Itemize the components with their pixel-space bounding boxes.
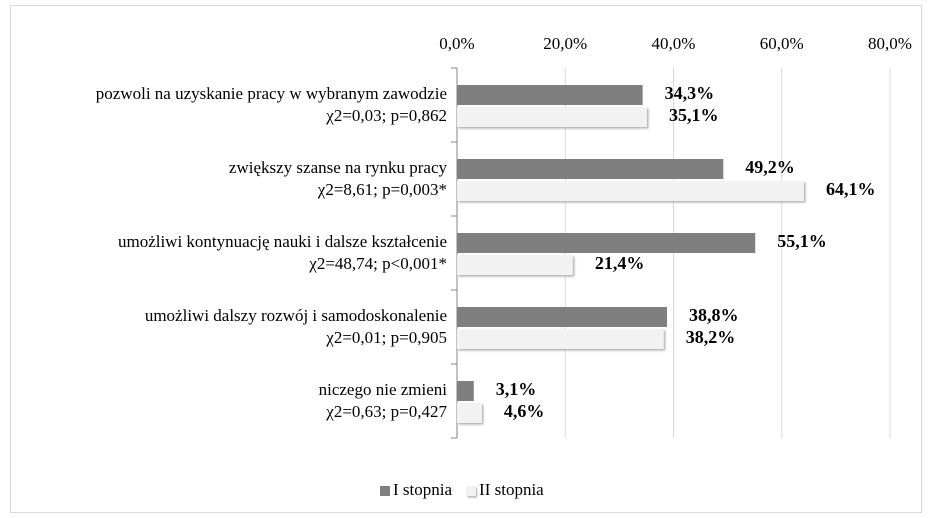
value-label: 38,8% [689, 305, 739, 325]
category-label: niczego nie zmieni χ2=0,63; p=0,427 [10, 364, 447, 438]
category-name: niczego nie zmieni [318, 380, 447, 399]
category-label: zwiększy szanse na rynku pracy χ2=8,61; p… [10, 142, 447, 216]
category-stat: χ2=8,61; p=0,003* [317, 180, 447, 199]
bar [457, 107, 647, 127]
legend-label: I stopnia [393, 480, 452, 499]
bar [457, 403, 482, 423]
value-label: 64,1% [826, 179, 876, 199]
value-label: 55,1% [777, 231, 827, 251]
value-label: 38,2% [686, 327, 736, 347]
category-label: umożliwi kontynuację nauki i dalsze kszt… [10, 216, 447, 290]
bar [457, 307, 668, 327]
value-label: 35,1% [669, 105, 719, 125]
value-label: 49,2% [745, 157, 795, 177]
bar [457, 159, 724, 179]
legend-swatch [380, 486, 390, 496]
category-stat: χ2=48,74; p<0,001* [309, 254, 447, 273]
category-name: umożliwi kontynuację nauki i dalsze kszt… [117, 232, 447, 251]
value-label: 34,3% [665, 83, 715, 103]
category-stat: χ2=0,63; p=0,427 [326, 402, 447, 421]
x-tick-label: 20,0% [543, 34, 587, 53]
legend-label: II stopnia [479, 480, 544, 499]
bar [457, 85, 643, 105]
category-stat: χ2=0,03; p=0,862 [326, 106, 447, 125]
category-name: pozwoli na uzyskanie pracy w wybranym za… [95, 84, 447, 103]
chart-border [10, 5, 922, 513]
x-tick-label: 60,0% [760, 34, 804, 53]
category-label: umożliwi dalszy rozwój i samodoskonaleni… [10, 290, 447, 364]
x-tick-label: 0,0% [439, 34, 474, 53]
category-label: pozwoli na uzyskanie pracy w wybranym za… [10, 68, 447, 142]
legend-swatch [466, 486, 477, 496]
value-label: 21,4% [595, 253, 645, 273]
value-label: 3,1% [496, 379, 537, 399]
x-tick-label: 40,0% [652, 34, 696, 53]
bar [457, 255, 573, 275]
x-tick-label: 80,0% [868, 34, 912, 53]
bar [457, 181, 804, 201]
category-name: zwiększy szanse na rynku pracy [228, 158, 447, 177]
bar [457, 233, 756, 253]
value-label: 4,6% [504, 401, 544, 421]
category-name: umożliwi dalszy rozwój i samodoskonaleni… [144, 306, 447, 325]
bar [457, 329, 664, 349]
category-stat: χ2=0,01; p=0,905 [326, 328, 447, 347]
bar [457, 381, 474, 401]
